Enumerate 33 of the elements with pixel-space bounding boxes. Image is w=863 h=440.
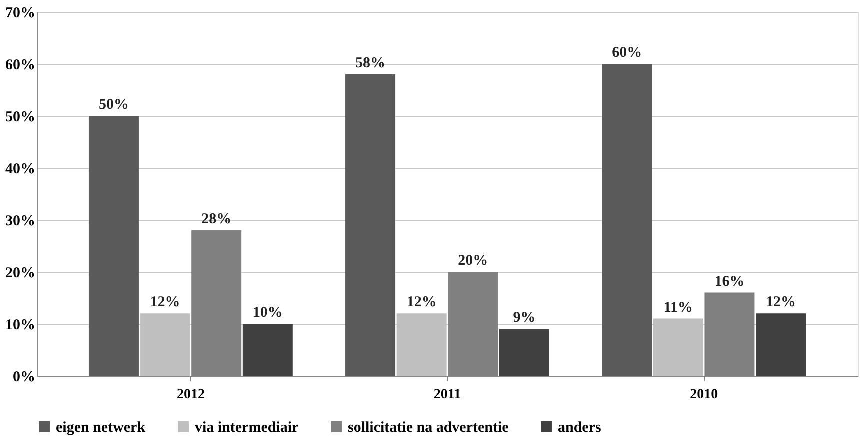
data-label: 20%: [458, 253, 488, 269]
x-tick-label: 2012: [176, 388, 205, 402]
data-label: 50%: [98, 97, 129, 113]
y-tick-label: 0%: [13, 370, 36, 386]
data-label: 12%: [766, 294, 796, 311]
x-tick-label: 2010: [690, 388, 718, 402]
bar: [602, 64, 652, 376]
y-tick-label: 30%: [6, 214, 36, 230]
data-label: 58%: [356, 55, 386, 72]
legend-label: via intermediair: [195, 420, 300, 436]
data-label: 12%: [150, 294, 180, 311]
x-tick-label: 2011: [434, 388, 462, 402]
legend-label: eigen netwerk: [56, 420, 146, 436]
data-label: 11%: [664, 300, 693, 316]
data-label: 9%: [513, 310, 536, 326]
data-label: 12%: [406, 294, 437, 311]
y-tick-label: 10%: [6, 318, 36, 334]
bar: [346, 74, 396, 376]
y-tick-label: 40%: [6, 162, 36, 178]
y-tick-label: 70%: [6, 6, 36, 22]
bar: [88, 116, 139, 376]
y-tick-label: 60%: [6, 58, 36, 74]
data-label: 16%: [714, 274, 745, 290]
data-label: 10%: [252, 305, 283, 321]
bar: [242, 324, 293, 376]
bar: [756, 314, 806, 376]
data-label: 60%: [612, 45, 642, 61]
legend-label: anders: [558, 420, 602, 436]
y-tick-label: 50%: [6, 110, 36, 126]
data-label: 28%: [202, 211, 232, 228]
y-tick-label: 20%: [6, 266, 36, 282]
legend-label: sollicitatie na advertentie: [348, 420, 510, 436]
bar: [499, 329, 550, 376]
